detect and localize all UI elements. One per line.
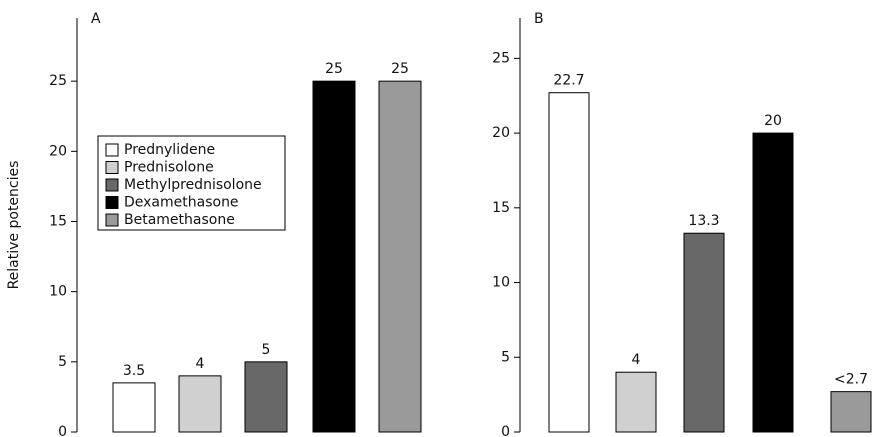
panel-label: A [91,11,101,27]
y-tick-label: 0 [501,424,510,437]
bar [548,92,590,433]
bar [615,371,657,433]
value-label: <2.7 [834,372,868,388]
value-label: 22.7 [553,73,584,89]
bar [752,132,794,433]
legend-box [97,135,286,231]
legend-label: Prednylidene [124,142,215,158]
y-tick-label: 10 [49,284,67,300]
legend-swatch [105,178,119,192]
value-label: 25 [391,61,409,77]
legend-swatch [105,161,119,174]
y-tick-label: 20 [49,143,67,159]
y-tick-label: 5 [501,349,510,365]
bar [312,80,356,433]
bar [244,361,288,433]
legend-swatch [105,196,119,209]
value-label: 20 [764,113,782,129]
value-label: 4 [196,356,205,372]
legend-label: Methylprednisolone [124,177,262,193]
value-label: 25 [325,61,343,77]
y-tick-label: 5 [58,354,67,370]
value-label: 13.3 [688,213,719,229]
y-tick-label: 20 [492,125,510,141]
value-label: 4 [632,352,641,368]
bar [178,375,222,433]
panel-label: B [534,11,544,27]
bar [112,382,156,433]
legend-label: Dexamethasone [124,195,239,211]
y-tick-label: 15 [49,213,67,229]
legend-label: Betamethasone [124,212,235,228]
legend-swatch [105,213,119,227]
y-tick-label: 0 [58,424,67,437]
legend-swatch [105,143,119,157]
legend-label: Prednisolone [124,160,214,176]
y-tick-label: 10 [492,275,510,291]
bar [830,391,872,433]
y-tick-label: 25 [492,50,510,66]
value-label: 3.5 [123,363,145,379]
y-axis-label: Relative potencies [6,161,22,290]
y-tick-label: 25 [49,73,67,89]
bar [683,232,725,433]
value-label: 5 [262,342,271,358]
bar [378,80,422,433]
y-tick-label: 15 [492,200,510,216]
